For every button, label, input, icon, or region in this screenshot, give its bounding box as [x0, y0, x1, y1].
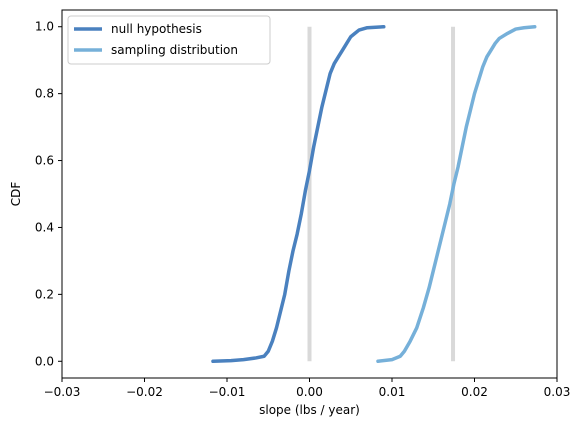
x-tick-label: 0.01 — [379, 385, 406, 399]
y-tick-label: 0.8 — [35, 87, 54, 101]
y-axis-label: CDF — [9, 182, 23, 207]
legend-label-0: null hypothesis — [111, 22, 202, 36]
x-tick-label: −0.02 — [126, 385, 163, 399]
legend-box — [67, 15, 271, 65]
legend-label-1: sampling distribution — [111, 43, 238, 57]
y-axis: 0.0 0.2 0.4 0.6 0.8 1.0 — [35, 20, 62, 368]
y-tick-label: 0.2 — [35, 287, 54, 301]
x-tick-label: −0.03 — [44, 385, 81, 399]
y-tick-label: 1.0 — [35, 20, 54, 34]
series-line-1 — [376, 24, 537, 364]
series-lines — [211, 24, 537, 364]
x-tick-label: 0.03 — [544, 385, 571, 399]
x-tick-label: −0.01 — [209, 385, 246, 399]
y-tick-label: 0.0 — [35, 354, 54, 368]
series-line-0 — [211, 24, 386, 364]
plot-area — [61, 9, 558, 379]
y-tick-label: 0.6 — [35, 154, 54, 168]
x-axis: −0.03 −0.02 −0.01 0.00 0.01 0.02 0.03 — [44, 378, 571, 399]
x-tick-label: 0.00 — [296, 385, 323, 399]
legend: null hypothesis sampling distribution — [67, 15, 271, 65]
y-tick-label: 0.4 — [35, 220, 54, 234]
x-axis-label: slope (lbs / year) — [259, 403, 360, 417]
x-tick-label: 0.02 — [461, 385, 488, 399]
